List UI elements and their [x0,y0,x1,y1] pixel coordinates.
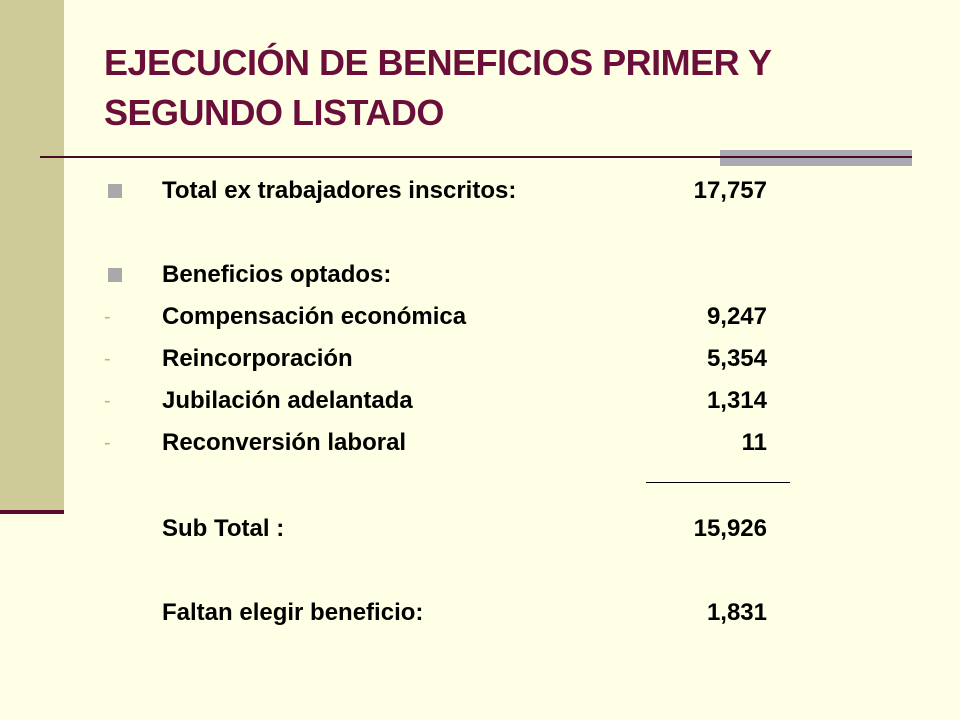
subtotal-value: 15,926 [693,515,767,542]
subtotal-label: Sub Total : [162,515,285,542]
sum-divider [646,482,790,483]
total-value: 17,757 [693,177,767,204]
benefit-value: 5,354 [706,345,767,372]
benefit-item: - Reincorporación 5,354 [0,344,960,380]
pending-label: Faltan elegir beneficio: [162,599,424,626]
benefit-item: - Reconversión laboral 11 [0,428,960,464]
title-line-2: SEGUNDO LISTADO [104,92,444,133]
benefit-label: Reconversión laboral [162,429,407,456]
pending-row: Faltan elegir beneficio: 1,831 [0,598,960,634]
title-line-1: EJECUCIÓN DE BENEFICIOS PRIMER Y [104,42,772,83]
dash-bullet: - [104,348,111,370]
pending-value: 1,831 [706,599,767,626]
title-rule [40,156,912,158]
dash-bullet: - [104,432,111,454]
benefit-value: 1,314 [706,387,767,414]
benefit-item: - Jubilación adelantada 1,314 [0,386,960,422]
slide-title: EJECUCIÓN DE BENEFICIOS PRIMER Y SEGUNDO… [104,38,904,138]
benefit-value: 9,247 [706,303,767,330]
total-label: Total ex trabajadores inscritos: [162,177,517,204]
benefit-label: Jubilación adelantada [162,387,413,414]
benefit-value: 11 [741,429,767,456]
dash-bullet: - [104,390,111,412]
benefit-label: Compensación económica [162,303,467,330]
square-bullet-icon [108,268,122,282]
square-bullet-icon [108,184,122,198]
total-row: Total ex trabajadores inscritos: 17,757 [0,176,960,212]
dash-bullet: - [104,306,111,328]
left-accent-bar [0,0,64,510]
benefits-header: Beneficios optados: [162,261,392,288]
title-accent-block [720,150,912,166]
benefits-header-row: Beneficios optados: [0,260,960,296]
subtotal-row: Sub Total : 15,926 [0,514,960,550]
left-accent-underline [0,510,64,514]
benefit-label: Reincorporación [162,345,353,372]
benefit-item: - Compensación económica 9,247 [0,302,960,338]
